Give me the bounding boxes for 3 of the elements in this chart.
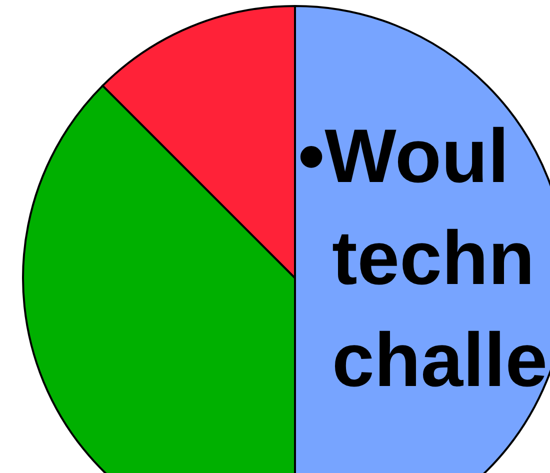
text: techn <box>332 215 535 303</box>
text: challe <box>332 317 548 405</box>
text: •Woul <box>298 113 509 201</box>
